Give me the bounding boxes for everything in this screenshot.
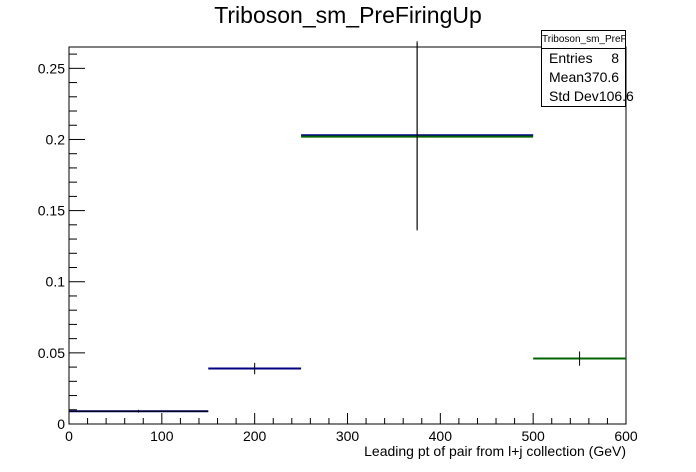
stats-entries-label: Entries (549, 50, 593, 66)
x-tick-label: 0 (65, 428, 73, 444)
stats-mean-value: 370.6 (584, 69, 620, 85)
stats-box: Triboson_sm_PreFiringUp Entries 8 Mean 3… (541, 30, 634, 107)
stats-stddev-label: Std Dev (549, 88, 599, 104)
stats-stddev-value: 106.6 (598, 88, 634, 104)
x-tick-label: 600 (614, 428, 638, 444)
stats-row-mean: Mean 370.6 (542, 68, 625, 87)
stats-row-stddev: Std Dev 106.6 (542, 87, 634, 106)
x-axis-title: Leading pt of pair from l+j collection (… (364, 443, 626, 459)
x-tick-label: 500 (521, 428, 545, 444)
y-tick-label: 0 (57, 416, 65, 432)
stats-mean-label: Mean (549, 69, 585, 85)
y-tick-label: 0.2 (46, 131, 66, 147)
stats-row-entries: Entries 8 (542, 49, 625, 68)
y-tick-label: 0.05 (38, 345, 65, 361)
x-tick-label: 300 (336, 428, 360, 444)
chart-title: Triboson_sm_PreFiringUp (214, 2, 482, 28)
y-tick-label: 0.25 (38, 60, 65, 76)
x-tick-label: 400 (429, 428, 453, 444)
stats-entries-value: 8 (611, 50, 619, 66)
y-tick-label: 0.15 (38, 203, 65, 219)
y-tick-label: 0.1 (46, 274, 66, 290)
x-tick-label: 200 (243, 428, 267, 444)
x-tick-label: 100 (150, 428, 174, 444)
stats-histogram-name: Triboson_sm_PreFiringUp (542, 31, 625, 49)
